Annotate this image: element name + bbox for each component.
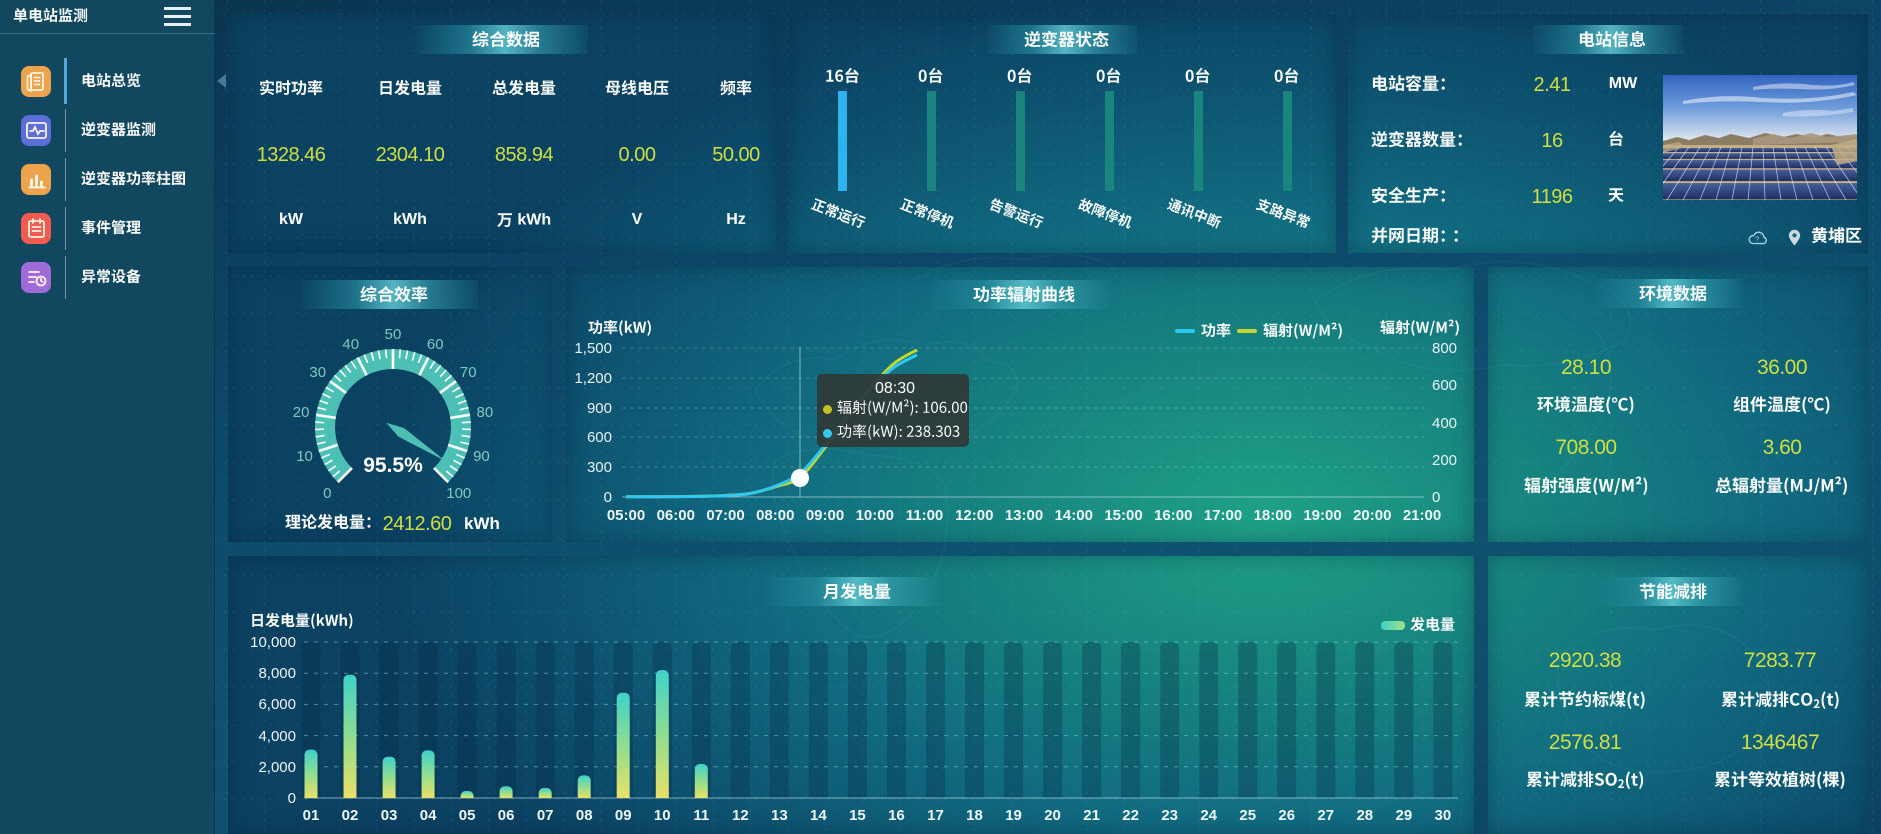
svg-text:?: ? xyxy=(1755,234,1759,243)
